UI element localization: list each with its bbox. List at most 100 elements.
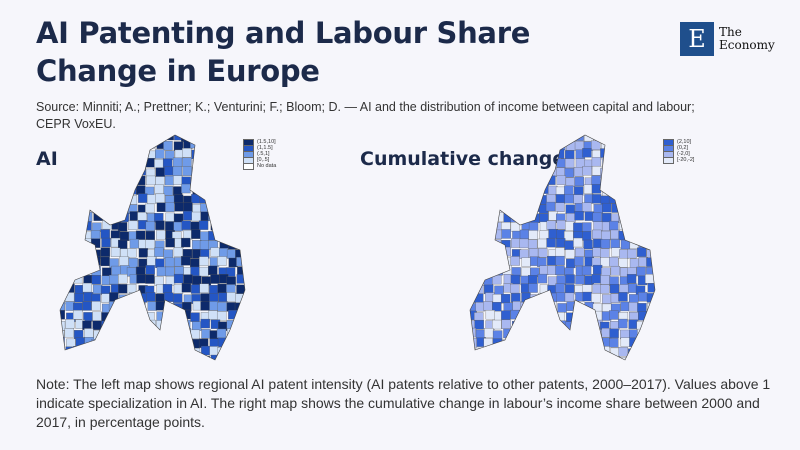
region <box>547 255 557 266</box>
region <box>217 185 227 195</box>
map-title-ai: AI <box>36 148 58 170</box>
region <box>210 274 220 284</box>
region <box>254 176 255 185</box>
region <box>217 337 228 348</box>
region <box>100 135 110 142</box>
region <box>574 330 584 340</box>
region <box>74 247 84 257</box>
region <box>210 366 219 370</box>
region <box>156 329 167 339</box>
region <box>546 338 556 348</box>
region <box>73 135 83 142</box>
region <box>521 193 531 203</box>
region <box>129 158 139 168</box>
region <box>548 185 558 196</box>
region <box>84 167 94 177</box>
region <box>485 135 496 140</box>
region <box>600 275 610 285</box>
region <box>246 283 255 292</box>
region <box>566 258 576 269</box>
region <box>473 135 484 142</box>
region <box>528 303 538 313</box>
region <box>109 186 119 196</box>
region <box>155 149 165 159</box>
region <box>119 184 129 195</box>
region <box>226 284 236 294</box>
region <box>209 301 219 311</box>
region <box>484 231 494 241</box>
region <box>609 338 619 348</box>
region <box>492 229 502 240</box>
region <box>75 203 85 213</box>
region <box>190 258 200 268</box>
region <box>510 135 520 141</box>
region <box>573 303 583 314</box>
region <box>237 319 245 330</box>
region <box>654 240 655 250</box>
region <box>574 256 584 266</box>
region <box>654 194 655 204</box>
region <box>109 158 119 168</box>
region <box>636 150 646 161</box>
region <box>118 274 128 284</box>
region <box>484 238 494 248</box>
region <box>82 212 93 222</box>
region <box>75 194 85 204</box>
region <box>620 184 630 194</box>
region <box>217 204 227 214</box>
region <box>237 337 245 348</box>
region <box>470 239 475 249</box>
region <box>228 347 238 357</box>
region <box>155 193 165 204</box>
region <box>592 264 603 275</box>
region <box>492 364 501 370</box>
logo-line2: Economy <box>719 38 775 52</box>
region <box>182 338 193 349</box>
region <box>575 247 585 258</box>
region <box>636 212 646 222</box>
region <box>582 337 592 348</box>
region <box>475 266 485 276</box>
region <box>219 248 229 258</box>
region <box>226 320 236 330</box>
region <box>664 339 665 348</box>
region <box>511 177 521 187</box>
region <box>547 150 557 160</box>
region <box>174 328 184 339</box>
region <box>199 256 209 266</box>
region <box>84 195 95 205</box>
region <box>565 177 576 187</box>
region <box>117 222 128 232</box>
region <box>156 266 167 277</box>
region <box>610 266 621 276</box>
region <box>657 321 665 330</box>
region <box>591 157 602 167</box>
legend-item: No data <box>243 162 276 170</box>
region <box>92 320 102 330</box>
region <box>530 202 541 212</box>
region <box>82 348 92 358</box>
region <box>64 237 74 248</box>
region <box>119 346 130 356</box>
region <box>118 156 129 167</box>
region <box>155 176 165 186</box>
region <box>64 258 74 268</box>
region <box>217 347 227 357</box>
region <box>539 265 549 275</box>
region <box>60 157 66 167</box>
region <box>538 328 548 339</box>
region <box>127 339 138 349</box>
region <box>245 247 254 256</box>
region <box>75 149 85 160</box>
region <box>146 135 157 140</box>
region <box>190 338 200 349</box>
region <box>217 166 227 177</box>
region <box>628 294 639 304</box>
region <box>538 248 548 258</box>
region <box>646 329 655 339</box>
region <box>502 194 512 204</box>
region <box>663 266 665 275</box>
region <box>548 312 558 323</box>
region <box>470 265 476 276</box>
region <box>584 357 594 360</box>
